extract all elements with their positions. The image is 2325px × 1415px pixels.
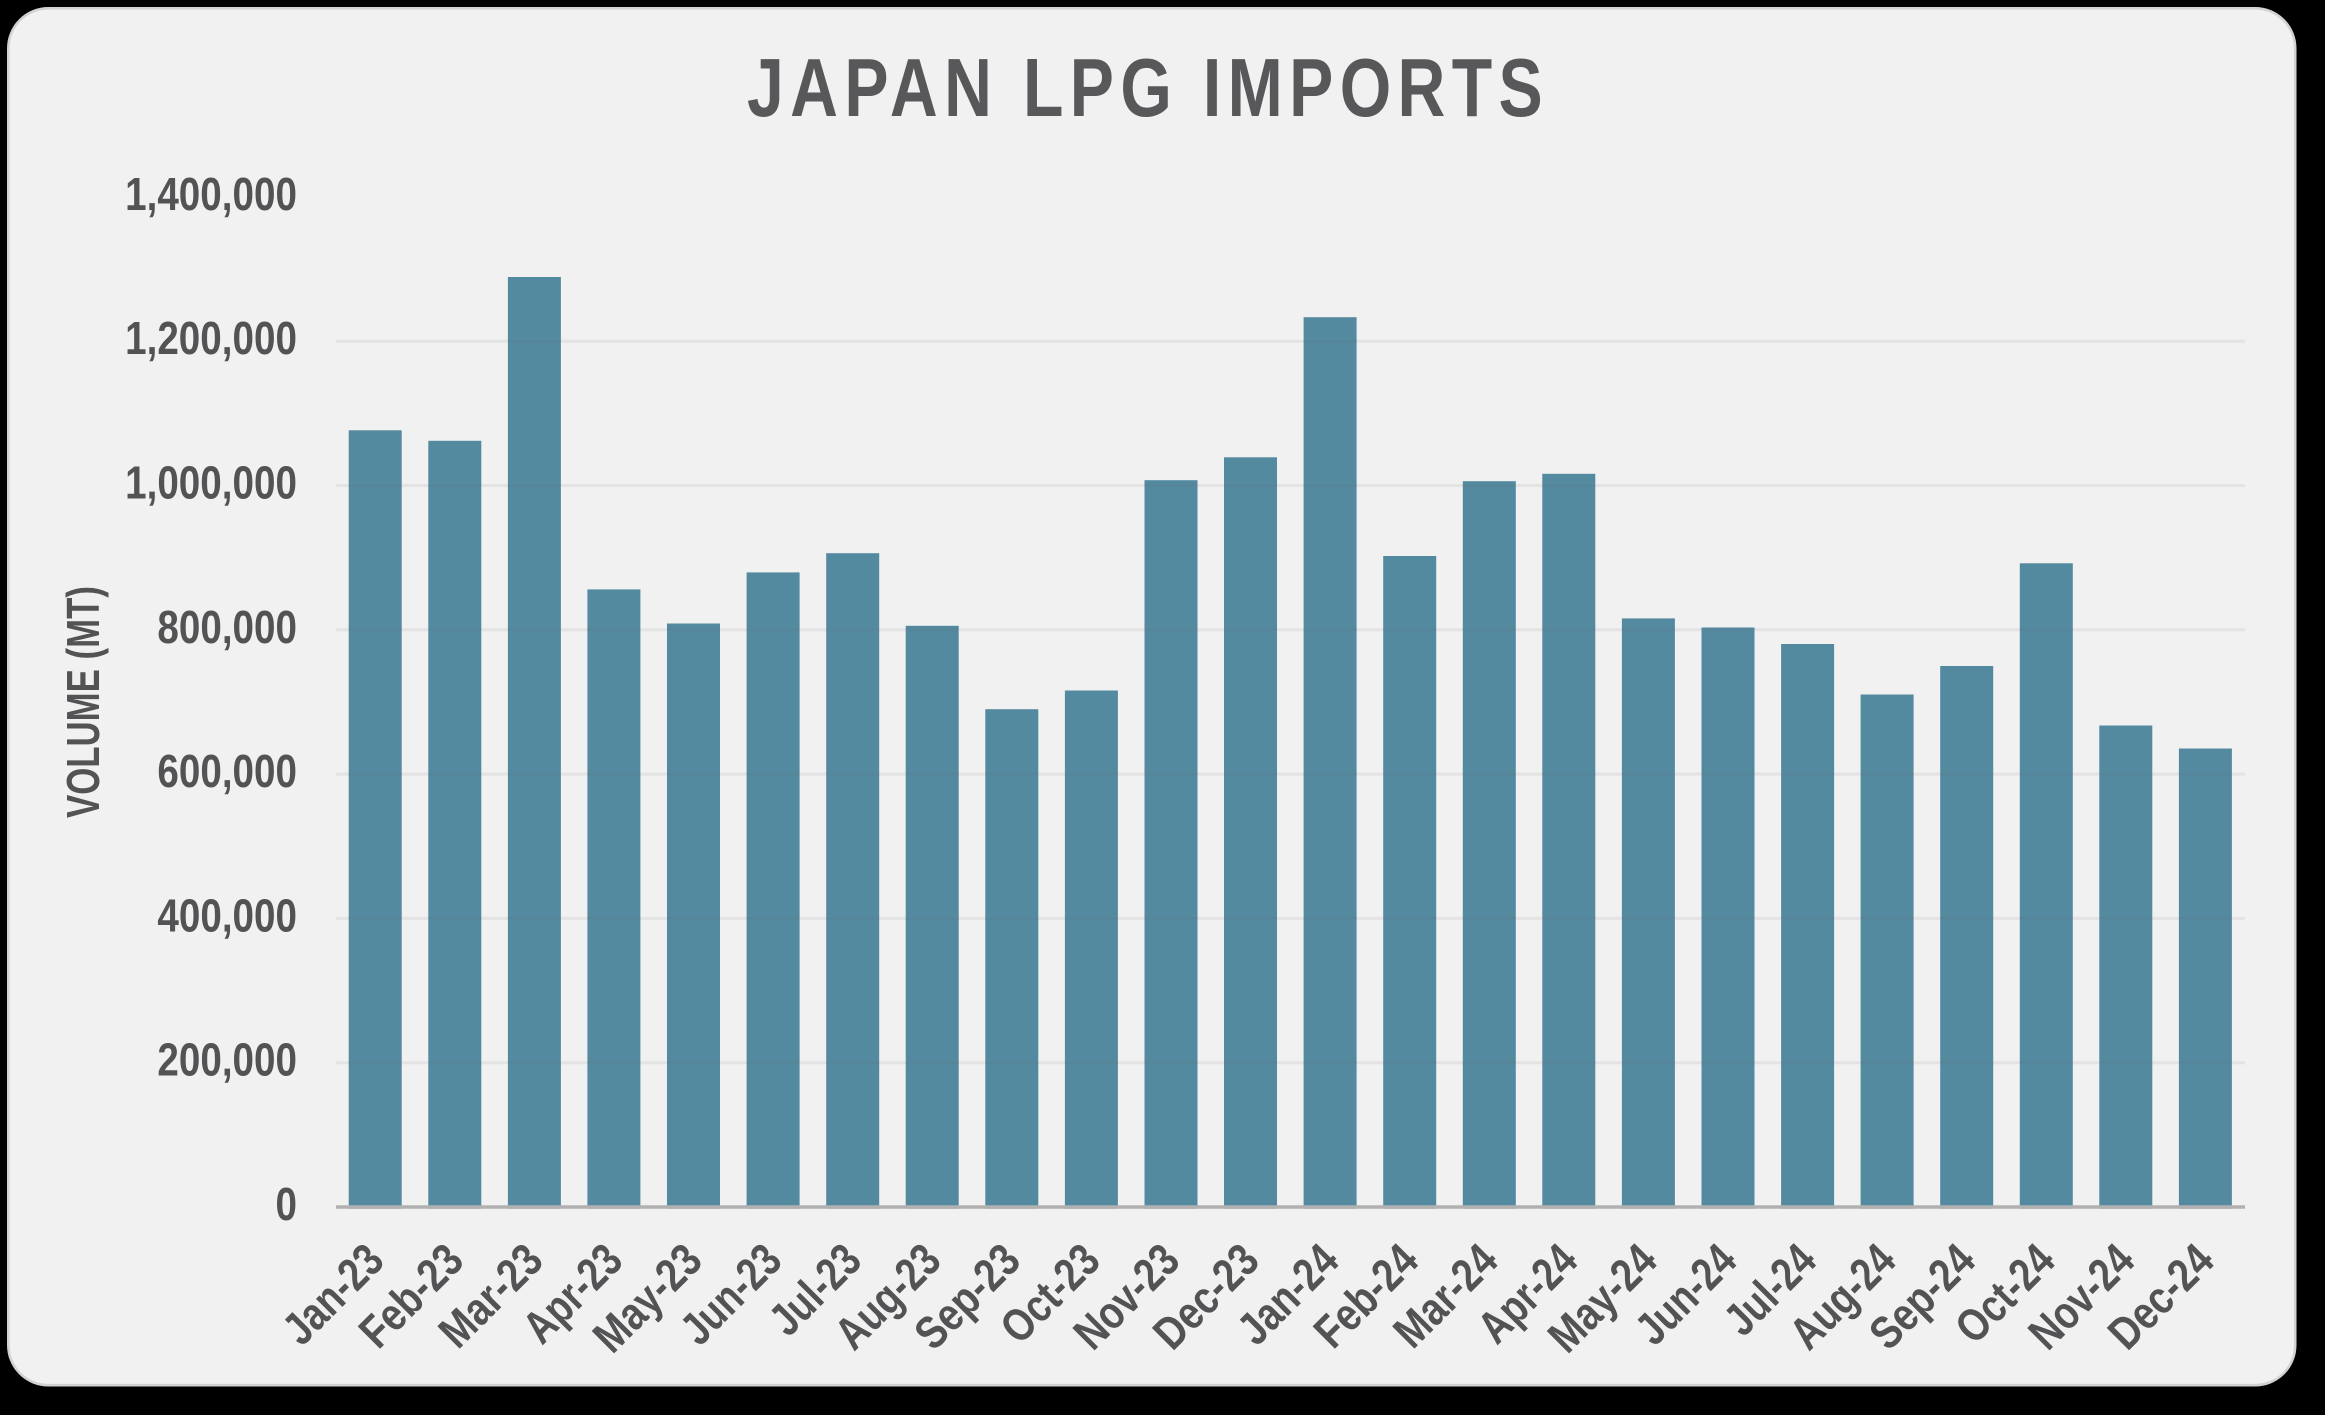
svg-text:600,000: 600,000	[157, 745, 297, 797]
svg-text:1,400,000: 1,400,000	[125, 168, 297, 220]
svg-text:400,000: 400,000	[157, 889, 297, 941]
svg-text:VOLUME (MT): VOLUME (MT)	[57, 586, 109, 818]
svg-text:800,000: 800,000	[157, 601, 297, 653]
svg-text:JAPAN LPG IMPORTS: JAPAN LPG IMPORTS	[747, 41, 1549, 134]
svg-text:1,000,000: 1,000,000	[125, 457, 297, 509]
svg-text:0: 0	[276, 1178, 298, 1230]
svg-text:200,000: 200,000	[157, 1034, 297, 1086]
svg-text:1,200,000: 1,200,000	[125, 312, 297, 364]
